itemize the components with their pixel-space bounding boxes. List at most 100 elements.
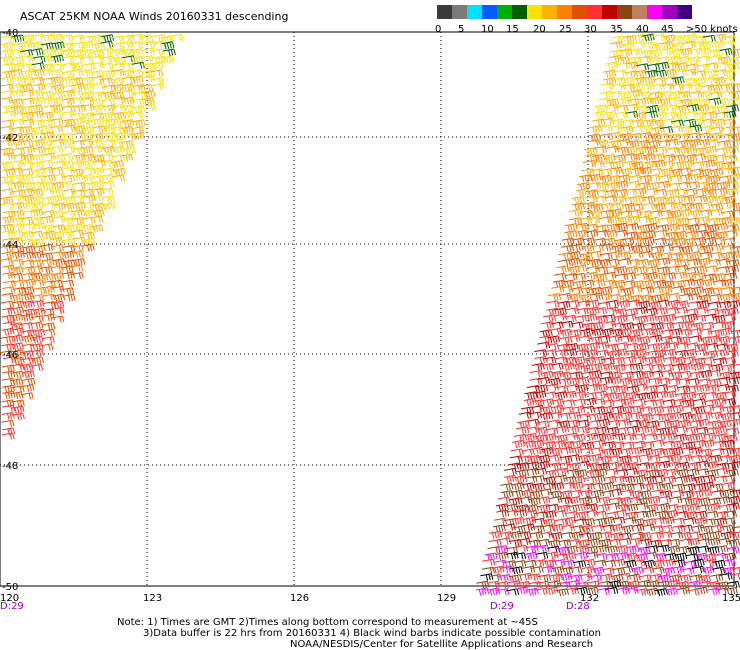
wind-barb	[657, 133, 671, 141]
wind-barb	[101, 180, 115, 188]
wind-barb	[575, 384, 589, 393]
wind-barb	[480, 573, 494, 581]
wind-barb	[694, 265, 708, 274]
wind-barb	[70, 229, 84, 237]
wind-barb	[619, 377, 633, 386]
wind-barb	[111, 174, 125, 182]
wind-barb	[11, 385, 25, 393]
wind-barb	[696, 545, 710, 553]
wind-barb	[21, 334, 35, 343]
wind-barb	[594, 273, 608, 282]
wind-barb	[603, 69, 617, 78]
wind-barb	[714, 357, 728, 365]
wind-barb	[566, 462, 580, 471]
wind-barb	[614, 238, 628, 247]
wind-barb	[589, 336, 603, 344]
wind-barb	[718, 300, 732, 309]
wind-barb	[679, 328, 693, 337]
wind-barb	[70, 272, 84, 280]
wind-barb	[605, 587, 619, 595]
wind-barb	[695, 343, 709, 352]
wind-barb	[723, 69, 737, 78]
wind-barb	[708, 454, 722, 463]
wind-barb	[557, 420, 571, 429]
wind-barb	[720, 83, 734, 91]
wind-barb	[572, 433, 586, 442]
wind-barb	[638, 174, 652, 183]
wind-barb	[2, 307, 16, 315]
wind-barb	[719, 371, 733, 380]
wind-barb	[30, 126, 44, 135]
wind-barb	[10, 266, 24, 274]
wind-barb	[122, 89, 136, 98]
wind-barb	[664, 587, 678, 596]
wind-barb	[593, 433, 607, 441]
wind-barb	[691, 558, 705, 567]
wind-barb	[51, 48, 65, 57]
wind-barb	[638, 90, 652, 100]
wind-barb	[722, 517, 736, 525]
wind-barb	[623, 160, 637, 168]
wind-barb	[548, 454, 562, 462]
wind-barb	[539, 335, 553, 343]
wind-barb	[577, 454, 591, 463]
wind-barb	[719, 572, 733, 580]
wind-barb	[10, 370, 24, 379]
wind-barb	[664, 356, 678, 364]
scale-label: 20	[533, 24, 546, 35]
wind-barb	[534, 426, 548, 435]
wind-barb	[643, 509, 657, 518]
wind-barb	[529, 490, 543, 499]
wind-barb	[610, 532, 624, 541]
wind-barb	[51, 84, 65, 93]
wind-barb	[61, 287, 75, 295]
wind-barb	[62, 293, 76, 302]
wind-barb	[658, 413, 672, 421]
wind-barb	[30, 188, 44, 197]
wind-barb	[609, 447, 623, 456]
wind-barb	[615, 552, 629, 560]
wind-barb	[696, 300, 710, 309]
wind-barb	[716, 462, 730, 471]
wind-barb	[707, 175, 721, 184]
wind-barb	[20, 350, 34, 359]
wind-barb	[20, 216, 34, 224]
wind-barb	[648, 294, 662, 303]
wind-barb	[12, 138, 26, 147]
wind-barb	[637, 181, 651, 190]
wind-barb	[722, 558, 736, 567]
wind-barb	[698, 532, 712, 541]
wind-barb	[649, 573, 663, 582]
wind-barb	[60, 152, 74, 161]
wind-barb	[111, 69, 125, 77]
wind-barb	[90, 98, 104, 107]
wind-barb	[618, 258, 632, 266]
wind-barb	[568, 217, 582, 225]
wind-barb	[707, 335, 721, 343]
wind-barb	[559, 336, 573, 344]
wind-barb	[2, 271, 16, 280]
wind-barb	[627, 496, 641, 504]
wind-barb	[629, 89, 643, 98]
wind-barb	[694, 510, 708, 519]
wind-barb	[1, 384, 15, 393]
wind-barb	[635, 392, 649, 401]
wind-barb	[2, 356, 16, 364]
wind-barb	[110, 160, 124, 169]
wind-barb	[142, 103, 156, 112]
wind-barb	[528, 539, 542, 548]
wind-barb	[640, 483, 654, 491]
wind-barb	[699, 251, 713, 259]
scale-swatch	[497, 5, 512, 19]
wind-barb	[50, 76, 64, 85]
wind-barb	[62, 238, 76, 246]
wind-barb	[660, 47, 674, 56]
wind-barb	[91, 180, 105, 189]
wind-barb	[594, 552, 608, 561]
wind-barb	[710, 573, 724, 582]
wind-barb	[681, 320, 695, 329]
wind-barb	[725, 468, 739, 477]
wind-barb	[641, 236, 655, 245]
wind-barb	[71, 83, 85, 91]
wind-barb	[72, 258, 86, 267]
